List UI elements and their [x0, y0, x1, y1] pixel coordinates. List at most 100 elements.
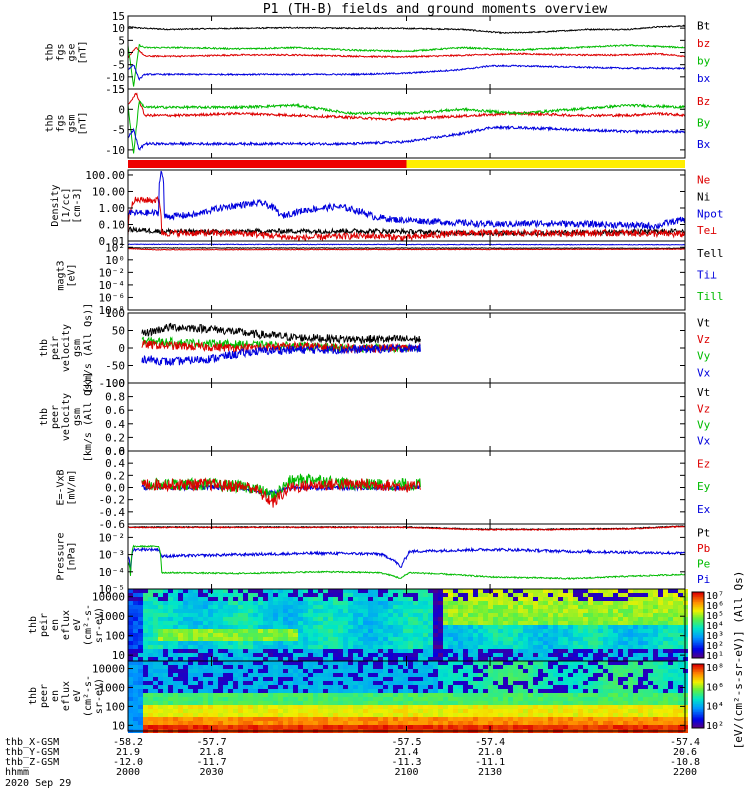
colorbar-cell	[692, 643, 704, 646]
spectrogram-cell	[253, 673, 258, 677]
spectrogram-cell	[248, 693, 253, 697]
spectrogram-cell	[378, 617, 383, 621]
spectrogram-cell	[658, 625, 663, 629]
spectrogram-cell	[228, 609, 233, 613]
spectrogram-cell	[333, 653, 338, 657]
spectrogram-cell	[143, 709, 148, 713]
spectrogram-cell	[318, 677, 323, 681]
spectrogram-cell	[298, 697, 303, 701]
spectrogram-cell	[203, 677, 208, 681]
spectrogram-cell	[618, 617, 623, 621]
spectrogram-cell	[243, 637, 248, 641]
spectrogram-cell	[493, 657, 498, 661]
spectrogram-cell	[663, 701, 668, 705]
spectrogram-cell	[378, 725, 383, 729]
spectrogram-cell	[138, 661, 143, 665]
spectrogram-cell	[643, 601, 648, 605]
spectrogram-cell	[143, 685, 148, 689]
spectrogram-cell	[663, 649, 668, 653]
spectrogram-cell	[378, 629, 383, 633]
spectrogram-cell	[163, 697, 168, 701]
spectrogram-cell	[243, 697, 248, 701]
spectrogram-cell	[238, 597, 243, 601]
spectrogram-cell	[173, 685, 178, 689]
spectrogram-cell	[428, 669, 433, 673]
spectrogram-cell	[413, 705, 418, 709]
colorbar-cell	[692, 654, 704, 657]
spectrogram-cell	[358, 709, 363, 713]
spectrogram-cell	[198, 609, 203, 613]
spectrogram-cell	[583, 701, 588, 705]
spectrogram-cell	[413, 629, 418, 633]
spectrogram-cell	[303, 677, 308, 681]
spectrogram-cell	[363, 701, 368, 705]
spectrogram-cell	[373, 613, 378, 617]
spectrogram-cell	[613, 613, 618, 617]
spectrogram-cell	[443, 589, 448, 593]
spectrogram-cell	[383, 609, 388, 613]
spectrogram-cell	[428, 661, 433, 665]
spectrogram-cell	[318, 661, 323, 665]
spectrogram-cell	[433, 721, 438, 725]
spectrogram-cell	[223, 677, 228, 681]
spectrogram-cell	[493, 609, 498, 613]
spectrogram-cell	[453, 609, 458, 613]
spectrogram-cell	[263, 669, 268, 673]
spectrogram-cell	[628, 669, 633, 673]
spectrogram-cell	[373, 721, 378, 725]
spectrogram-cell	[143, 721, 148, 725]
spectrogram-cell	[323, 625, 328, 629]
spectrogram-cell	[353, 697, 358, 701]
spectrogram-cell	[163, 665, 168, 669]
spectrogram-cell	[193, 709, 198, 713]
spectrogram-cell	[628, 605, 633, 609]
spectrogram-cell	[528, 657, 533, 661]
spectrogram-cell	[468, 593, 473, 597]
spectrogram-cell	[673, 625, 678, 629]
spectrogram-cell	[168, 629, 173, 633]
spectrogram-cell	[273, 705, 278, 709]
spectrogram-cell	[148, 633, 153, 637]
spectrogram-cell	[453, 661, 458, 665]
spectrogram-cell	[188, 713, 193, 717]
colorbar-cell	[692, 686, 704, 689]
spectrogram-cell	[518, 673, 523, 677]
spectrogram-cell	[343, 693, 348, 697]
spectrogram-cell	[588, 709, 593, 713]
spectrogram-cell	[378, 609, 383, 613]
spectrogram-cell	[653, 649, 658, 653]
spectrogram-cell	[558, 701, 563, 705]
spectrogram-cell	[618, 609, 623, 613]
spectrogram-cell	[588, 689, 593, 693]
spectrogram-cell	[358, 621, 363, 625]
spectrogram-cell	[513, 649, 518, 653]
colorbar-cell	[692, 648, 704, 651]
spectrogram-cell	[133, 629, 138, 633]
spectrogram-cell	[678, 645, 683, 649]
spectrogram-cell	[668, 625, 673, 629]
spectrogram-cell	[663, 693, 668, 697]
spectrogram-cell	[263, 653, 268, 657]
spectrogram-cell	[648, 601, 653, 605]
spectrogram-cell	[208, 689, 213, 693]
spectrogram-cell	[413, 621, 418, 625]
spectrogram-cell	[393, 697, 398, 701]
spectrogram-cell	[138, 597, 143, 601]
spectrogram-cell	[183, 705, 188, 709]
spectrogram-cell	[213, 653, 218, 657]
spectrogram-cell	[593, 637, 598, 641]
spectrogram-cell	[333, 657, 338, 661]
spectrogram-cell	[668, 645, 673, 649]
spectrogram-cell	[388, 645, 393, 649]
spectrogram-cell	[293, 661, 298, 665]
spectrogram-cell	[218, 637, 223, 641]
spectrogram-cell	[263, 593, 268, 597]
spectrogram-cell	[313, 633, 318, 637]
spectrogram-cell	[218, 693, 223, 697]
spectrogram-cell	[163, 629, 168, 633]
spectrogram-cell	[393, 685, 398, 689]
spectrogram-cell	[508, 673, 513, 677]
spectrogram-cell	[228, 657, 233, 661]
ylabel-pressure: Pressure [nPa]	[56, 532, 78, 580]
spectrogram-cell	[248, 677, 253, 681]
